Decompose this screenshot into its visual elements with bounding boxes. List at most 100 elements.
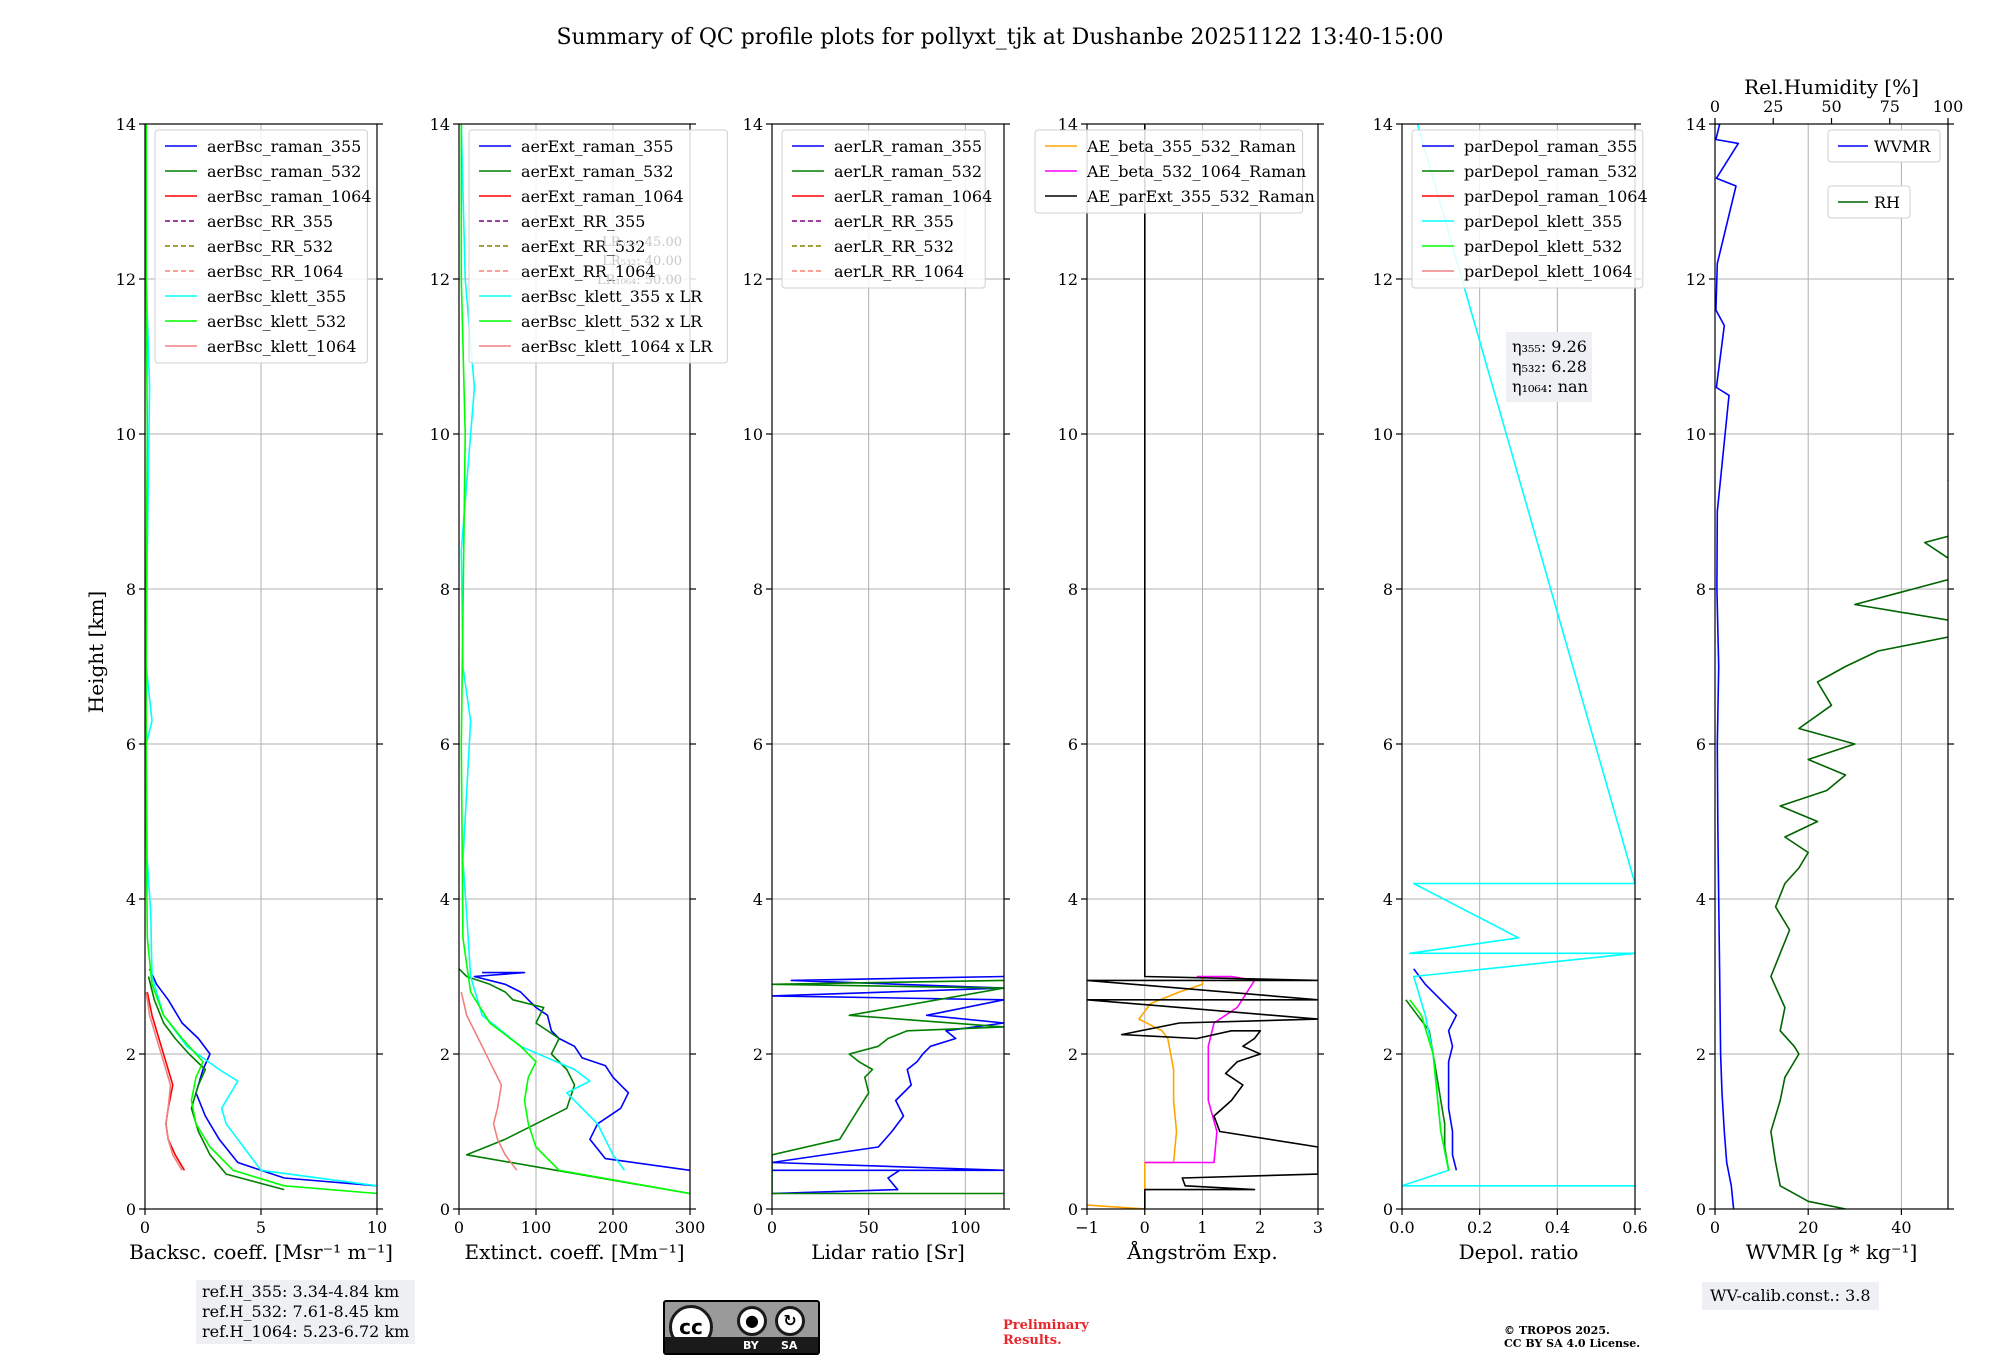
y-tick-label: 2 [126, 1045, 136, 1064]
y-tick-label: 4 [126, 890, 136, 909]
series-line-aerLR_raman_355 [772, 975, 1004, 1195]
legend-label: RH [1874, 193, 1900, 212]
y-tick-label: 14 [430, 115, 450, 134]
x-axis-label: Depol. ratio [1459, 1240, 1579, 1264]
rh-tick-label: 75 [1880, 97, 1900, 116]
y-tick-label: 0 [126, 1200, 136, 1219]
ref-height-1064: ref.H_1064: 5.23-6.72 km [202, 1322, 410, 1341]
y-tick-label: 0 [1068, 1200, 1078, 1219]
legend-label: aerLR_RR_532 [834, 237, 954, 256]
x-tick-label: 0 [1710, 1218, 1720, 1237]
series-group [459, 124, 690, 1195]
panel-backscatter: 0 5 10 0 2 4 6 8 10 12 14 Backsc. coeff. [Msr⁻¹ m⁻¹… [116, 115, 393, 1264]
y-tick-label: 8 [440, 580, 450, 599]
rh-tick-label: 50 [1821, 97, 1841, 116]
legend-label: aerBsc_raman_355 [207, 137, 361, 156]
series-line-aerBsc_klett_1064 [145, 991, 183, 1171]
y-tick-label: 4 [440, 890, 450, 909]
ref-height-532: ref.H_532: 7.61-8.45 km [202, 1302, 400, 1321]
series-line-aerExt_raman_355 [473, 971, 690, 1172]
legend-box [1827, 185, 1911, 219]
axes-frame [458, 123, 691, 1210]
legend-label: aerExt_RR_532 [521, 237, 645, 256]
y-tick-label: 6 [753, 735, 763, 754]
y-tick-label: 12 [1686, 270, 1706, 289]
y-tick-label: 6 [440, 735, 450, 754]
legend-label: aerLR_raman_355 [834, 137, 982, 156]
y-tick-label: 4 [1383, 890, 1393, 909]
y-tick-label: 0 [753, 1200, 763, 1219]
series-line-aerLR_raman_532 [772, 979, 1004, 1195]
by-label: BY [743, 1339, 759, 1352]
y-tick-label: 12 [116, 270, 136, 289]
x-tick-label: −1 [1075, 1218, 1099, 1237]
y-tick-label: 4 [1068, 890, 1078, 909]
x-tick-label: 0.4 [1545, 1218, 1570, 1237]
y-tick-label: 8 [1383, 580, 1393, 599]
eta-label: η₅₃₂: 6.28 [1512, 357, 1587, 376]
x-tick-label: 300 [675, 1218, 706, 1237]
y-tick-label: 14 [743, 115, 763, 134]
x-tick-label: 20 [1798, 1218, 1818, 1237]
x-tick-label: 1 [1197, 1218, 1207, 1237]
wv-calib-box: WV-calib.const.: 3.8 [1702, 1282, 1879, 1310]
series-line-parDepol_klett_532 [1409, 999, 1450, 1171]
figure-title: Summary of QC profile plots for pollyxt_… [556, 25, 1443, 50]
series-line-aerBsc_raman_532 [147, 976, 285, 1191]
rh-tick-label: 100 [1933, 97, 1964, 116]
legend-label: aerBsc_klett_355 [207, 287, 346, 306]
y-tick-label: 2 [1068, 1045, 1078, 1064]
series-group [145, 124, 377, 1195]
y-tick-label: 8 [126, 580, 136, 599]
legend-label: WVMR [1874, 137, 1931, 156]
legend-label: aerExt_RR_355 [521, 212, 645, 231]
series-group [1715, 124, 1948, 1209]
copyright-line-1: © TROPOS 2025. [1504, 1324, 1610, 1337]
series-line-parDepol_raman_355 [1413, 968, 1458, 1171]
sa-label: SA [781, 1339, 798, 1352]
y-tick-label: 2 [1696, 1045, 1706, 1064]
legend-label: aerBsc_RR_1064 [207, 262, 343, 281]
axes-frame [771, 123, 1005, 1210]
legend-label: parDepol_klett_355 [1464, 212, 1622, 231]
y-tick-label: 14 [1686, 115, 1706, 134]
y-tick-label: 2 [1383, 1045, 1393, 1064]
legend-label: aerExt_RR_1064 [521, 262, 656, 281]
x-tick-label: 10 [367, 1218, 387, 1237]
y-tick-label: 14 [116, 115, 136, 134]
legend-label: parDepol_klett_532 [1464, 237, 1622, 256]
series-line-aerBsc_raman_1064 [146, 991, 186, 1171]
x-tick-label: 200 [598, 1218, 629, 1237]
y-tick-label: 12 [1373, 270, 1393, 289]
ref-height-355: ref.H_355: 3.34-4.84 km [202, 1282, 400, 1301]
legend-label: aerLR_RR_1064 [834, 262, 964, 281]
by-person-icon: ● [737, 1306, 767, 1336]
series-line-aerBsc_raman_355 [148, 968, 377, 1187]
series-line-aerBsc_klett_355 x LR [460, 124, 626, 1171]
x-tick-label: 100 [521, 1218, 552, 1237]
y-tick-label: 4 [753, 890, 763, 909]
x-tick-label: 0 [140, 1218, 150, 1237]
panel-extinction: 0 100 200 300 0 2 4 6 8 10 12 14 Extinct. coeff. [Mm… [430, 115, 728, 1264]
series-line-AE_parExt_355_532_Raman [1087, 124, 1318, 1209]
x-tick-label: 0 [1140, 1218, 1150, 1237]
sa-share-icon: ↻ [775, 1306, 805, 1336]
x-tick-label: 50 [858, 1218, 878, 1237]
series-line-aerBsc_klett_532 x LR [460, 124, 690, 1195]
legend-label: aerExt_raman_532 [521, 162, 674, 181]
rh-axis-label: Rel.Humidity [%] [1744, 75, 1919, 99]
legend-box [1411, 129, 1644, 289]
series-line-RH [1770, 479, 1948, 1209]
y-tick-label: 10 [430, 425, 450, 444]
y-tick-label: 8 [1696, 580, 1706, 599]
y-tick-label: 6 [1068, 735, 1078, 754]
y-tick-label: 8 [1068, 580, 1078, 599]
panel-depol: 0.0 0.2 0.4 0.6 0 2 4 6 8 10 12 14 Depol. ratio parDe… [1373, 115, 1648, 1264]
y-tick-label: 10 [743, 425, 763, 444]
series-line-aerBsc_klett_1064 x LR [460, 991, 518, 1171]
rh-tick-label: 25 [1763, 97, 1783, 116]
series-line-parDepol_raman_532 [1405, 999, 1450, 1171]
y-tick-label: 2 [440, 1045, 450, 1064]
x-axis-label: Lidar ratio [Sr] [811, 1240, 965, 1264]
